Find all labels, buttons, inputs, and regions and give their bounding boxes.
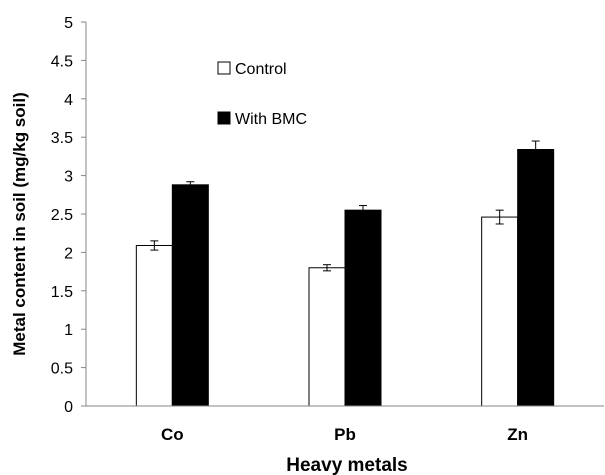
- bar-pb-control: [308, 267, 346, 407]
- legend-swatch: [217, 61, 231, 75]
- legend-label: Control: [235, 61, 287, 78]
- y-tick-label: 4.5: [51, 53, 73, 70]
- y-tick-label: 0: [64, 399, 73, 416]
- y-tick-label: 1: [64, 322, 73, 339]
- x-category-label: Co: [161, 425, 184, 444]
- y-tick-label: 3: [64, 169, 73, 186]
- x-axis-title: Heavy metals: [286, 455, 407, 475]
- legend: Control With BMC: [217, 61, 307, 128]
- y-tick-label: 1.5: [51, 284, 73, 301]
- bars: [135, 148, 555, 407]
- y-axis-title: Metal content in soil (mg/kg soil): [10, 92, 29, 356]
- bar-zn-with-bmc: [517, 148, 555, 407]
- bar-co-with-bmc: [171, 184, 209, 407]
- x-category-label: Zn: [507, 425, 528, 444]
- legend-label: With BMC: [235, 111, 307, 128]
- legend-swatch: [217, 111, 231, 125]
- y-tick-label: 2: [64, 245, 73, 262]
- y-tick-label: 5: [64, 15, 73, 32]
- bar-co-control: [135, 244, 173, 407]
- y-tick-label: 4: [64, 92, 73, 109]
- bar-pb-with-bmc: [344, 209, 382, 407]
- bar-zn-control: [481, 216, 519, 407]
- y-tick-label: 3.5: [51, 130, 73, 147]
- y-tick-label: 2.5: [51, 207, 73, 224]
- error-bars: [150, 140, 540, 272]
- x-category-label: Pb: [334, 425, 356, 444]
- x-axis-labels: Co Pb Zn: [161, 425, 528, 444]
- y-tick-label: 0.5: [51, 361, 73, 378]
- y-axis-ticks: 0 0.5 1 1.5 2 2.5 3 3.5 4 4.5 5: [51, 15, 86, 416]
